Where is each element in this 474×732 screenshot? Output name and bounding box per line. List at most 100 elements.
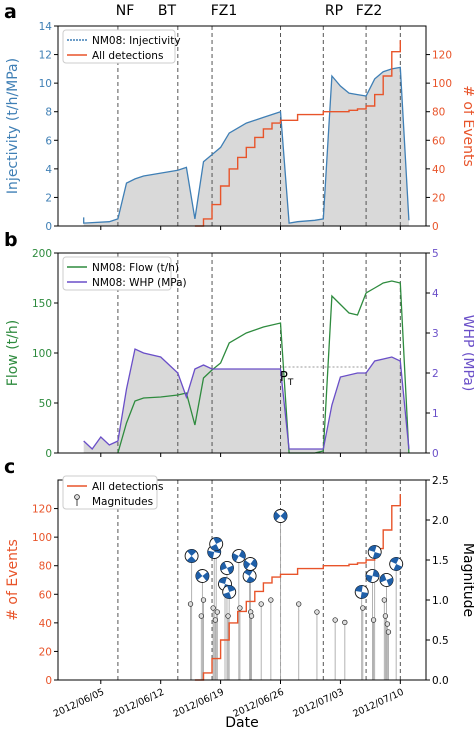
legend-label-detections-c: All detections (92, 481, 163, 493)
legend-label-flow: NM08: Flow (t/h) (92, 262, 179, 274)
legend-label-detections-a: All detections (92, 50, 163, 62)
beachball-q1-11 (220, 562, 227, 571)
beachball-14 (231, 549, 246, 563)
b-yr-ticks-label-4: 4 (432, 288, 439, 300)
magnitude-point-36 (384, 621, 391, 627)
beachball-q2-3 (202, 571, 209, 582)
beachball-q1-13 (223, 592, 232, 599)
b-yr-ticks-label-1: 1 (432, 408, 439, 420)
panel-b-legend: NM08: Flow (t/h) NM08: WHP (MPa) (62, 256, 187, 291)
legend-label-injectivity: NM08: Injectivity (92, 35, 181, 47)
beachball-22 (273, 509, 288, 523)
a-yr-ticks-label-2: 40 (432, 164, 445, 176)
beachball-1 (184, 549, 199, 563)
b-yl-ticks-label-2: 100 (32, 348, 52, 360)
beachball-q1-35 (393, 564, 403, 571)
b-yl-ticks-label-0: 0 (45, 448, 52, 460)
beachball-31 (367, 545, 382, 559)
focal-mechanisms (184, 509, 404, 599)
a-yr-ticks-label-1: 20 (432, 192, 445, 204)
beachball-q2-16 (244, 569, 254, 576)
panel-a-ylabel-right: # of Events (460, 85, 474, 167)
b-yl-ticks-label-1: 50 (39, 398, 52, 410)
pt-annotation: PT (280, 370, 294, 388)
b-yl-ticks-label-3: 150 (32, 298, 52, 310)
beachball-q1-34 (380, 573, 387, 583)
beachball-q2-29 (372, 569, 379, 578)
panel-letter-c: c (4, 456, 15, 478)
panel-a-right-ticks: 0 20 40 60 80 100 120 (426, 50, 452, 233)
beachball-q1-18 (243, 560, 251, 570)
x-tick-label-2: 2012/06/19 (172, 687, 226, 720)
a-yl-ticks-label-0: 0 (45, 221, 52, 233)
injectivity-line (83, 66, 410, 224)
panel-c: 0 20 40 60 80 100 120 0.0 0.5 1.0 1.5 2.0 2.5 2012/… (5, 475, 474, 731)
x-axis-label: Date (225, 715, 258, 731)
c-yl-ticks-label-2: 40 (39, 618, 52, 630)
beachball-q2-14 (238, 550, 246, 560)
detections-line-a (194, 40, 401, 227)
phase-label-fz1: FZ1 (211, 3, 238, 19)
beachball-q1-6 (207, 550, 215, 559)
phase-label-bt: BT (158, 3, 177, 19)
magnitude-point-23 (296, 601, 302, 607)
c-yr-ticks-label-4: 2.0 (432, 515, 449, 527)
legend-label-whp: NM08: WHP (MPa) (92, 277, 187, 289)
whp-area (83, 349, 409, 453)
panel-c-frame (57, 479, 427, 681)
beachball-q2-13 (227, 585, 236, 592)
phase-label-fz2: FZ2 (356, 3, 383, 19)
beachball-11 (220, 561, 234, 575)
beachball-q2-34 (386, 577, 393, 587)
panel-c-left-ticks: 0 20 40 60 80 100 120 (32, 504, 58, 687)
x-tick-label-5: 2012/07/10 (351, 687, 405, 720)
magnitude-point-24 (314, 609, 320, 615)
magnitude-point-4 (200, 597, 207, 603)
beachball-q1-29 (366, 574, 373, 583)
b-yr-ticks-label-3: 3 (432, 328, 439, 340)
a-yr-ticks-label-3: 60 (432, 135, 445, 147)
beachball-29 (365, 569, 380, 583)
c-yr-ticks-label-1: 0.5 (432, 635, 449, 647)
beachball-q2-27 (355, 585, 363, 592)
panel-a-legend: NM08: Injectivity All detections (62, 29, 181, 64)
legend-label-magnitudes: Magnitudes (92, 496, 153, 508)
phase-label-nf: NF (116, 3, 135, 19)
phase-labels: NF BT FZ1 RP FZ2 (116, 3, 383, 19)
magnitude-point-0 (187, 601, 194, 607)
c-yr-ticks-label-3: 1.5 (432, 555, 449, 567)
magnitude-point-20 (258, 601, 264, 607)
panel-b: 0 50 100 150 200 0 1 2 3 4 5 PT Flow (t/h) WHP (M… (5, 248, 474, 460)
beachball-3 (195, 569, 210, 583)
magnitude-point-7 (212, 617, 218, 623)
panel-b-ylabel-right: WHP (MPa) (460, 315, 474, 392)
beachball-q2-11 (227, 565, 234, 574)
beachball-q2-31 (368, 545, 377, 552)
a-yl-ticks-label-3: 6 (45, 135, 52, 147)
legend-box-a (62, 29, 176, 64)
panel-a-x-ticks (100, 226, 401, 230)
beachball-q2-8 (218, 577, 227, 584)
magnitude-point-37 (385, 629, 392, 635)
a-yr-ticks-label-4: 80 (432, 107, 445, 119)
beachball-q2-22 (280, 511, 287, 521)
beachball-q1-22 (274, 511, 281, 521)
c-yr-ticks-label-5: 2.5 (432, 475, 449, 487)
magnitude-point-26 (342, 619, 348, 626)
magnitude-point-25 (332, 617, 338, 623)
magnitude-point-12 (225, 613, 231, 619)
magnitude-point-30 (370, 617, 377, 623)
beachball-q1-9 (210, 544, 220, 551)
panel-a: 0 2 4 6 8 10 12 14 0 20 40 60 80 100 120 Injectivity … (5, 21, 474, 233)
beachball-27 (354, 585, 369, 599)
beachball-q2-35 (390, 557, 399, 564)
x-tick-label-0: 2012/06/05 (52, 687, 106, 720)
panel-c-right-ticks: 0.0 0.5 1.0 1.5 2.0 2.5 (426, 475, 449, 687)
a-yl-ticks-label-7: 14 (39, 21, 53, 33)
panel-c-legend: All detections Magnitudes (62, 475, 163, 510)
magnitude-point-2 (198, 613, 204, 619)
magnitude-point-5 (210, 605, 216, 611)
beachball-q1-14 (232, 552, 239, 562)
beachball-q1-16 (246, 576, 256, 583)
